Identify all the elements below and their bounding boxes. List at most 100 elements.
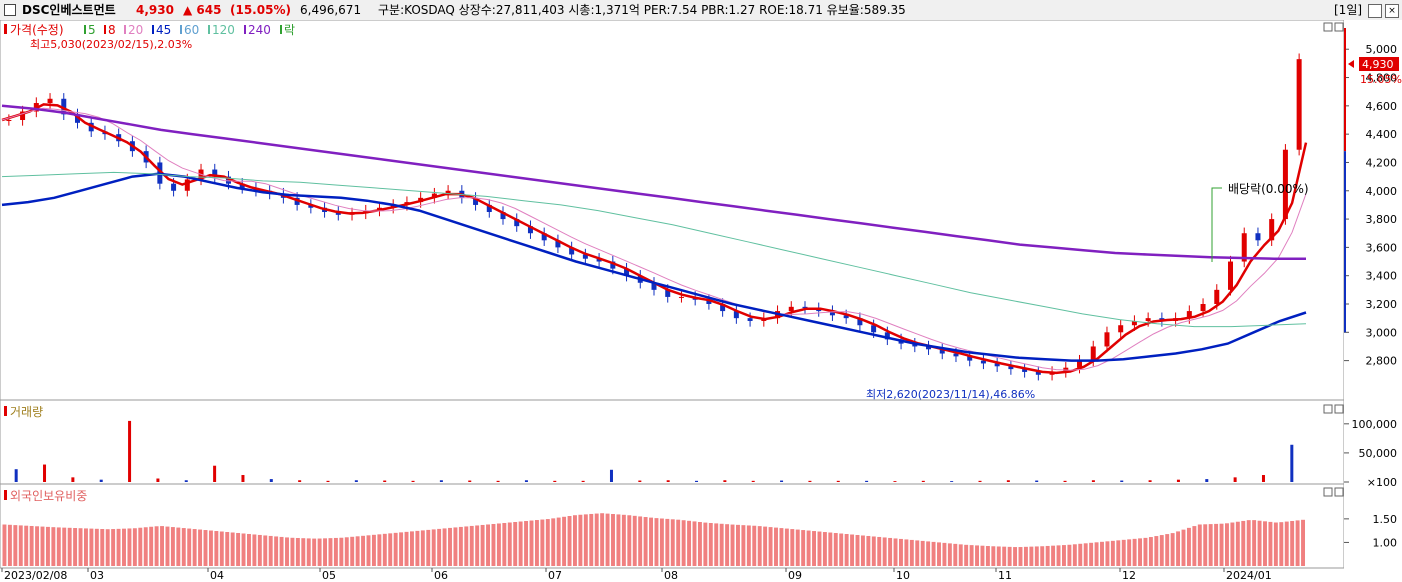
volume-bar bbox=[1176, 479, 1180, 482]
volume-bar bbox=[354, 480, 358, 482]
candle-body bbox=[473, 197, 479, 205]
foreign-minimize-icon[interactable] bbox=[1323, 487, 1333, 497]
foreign-bar bbox=[1165, 534, 1170, 566]
volume-bar bbox=[553, 480, 557, 482]
volume-bar bbox=[921, 480, 925, 482]
foreign-bar bbox=[295, 537, 300, 566]
foreign-bar bbox=[1241, 520, 1246, 566]
volume-bar bbox=[836, 480, 840, 482]
foreign-tick-label: 1.50 bbox=[1373, 513, 1398, 526]
candle-body bbox=[871, 325, 877, 333]
foreign-bar bbox=[67, 527, 72, 566]
foreign-bar bbox=[1279, 522, 1284, 566]
dividend-marker-line bbox=[1211, 187, 1222, 262]
foreign-bar bbox=[333, 537, 338, 566]
foreign-close-icon[interactable] bbox=[1334, 487, 1344, 497]
foreign-bar bbox=[991, 546, 996, 566]
foreign-bar bbox=[1078, 543, 1083, 566]
stock-info: 구분:KOSDAQ 상장수:27,811,403 시총:1,371억 PER:7… bbox=[378, 3, 906, 17]
high-note: 최고5,030(2023/02/15),2.03% bbox=[30, 38, 192, 51]
foreign-bar bbox=[529, 520, 534, 566]
foreign-bar bbox=[947, 543, 952, 566]
volume-close-icon[interactable] bbox=[1334, 404, 1344, 414]
foreign-bar bbox=[1192, 526, 1197, 566]
foreign-bar bbox=[45, 526, 50, 566]
foreign-bar bbox=[1176, 531, 1181, 566]
volume-bar bbox=[581, 480, 585, 482]
volume-bar bbox=[1233, 477, 1237, 482]
legend-ma-marker bbox=[104, 25, 106, 34]
x-tick-label: 08 bbox=[664, 569, 678, 582]
foreign-bar bbox=[659, 518, 664, 566]
y-tick-label: 3,800 bbox=[1366, 213, 1398, 226]
x-tick-label: 06 bbox=[434, 569, 448, 582]
volume-bar bbox=[298, 480, 302, 482]
volume-bar bbox=[241, 475, 245, 482]
foreign-bar bbox=[496, 523, 501, 566]
current-price: 4,930 bbox=[136, 3, 174, 17]
x-tick-label: 03 bbox=[90, 569, 104, 582]
foreign-bar bbox=[926, 541, 931, 566]
foreign-bar bbox=[578, 514, 583, 566]
candle-body bbox=[857, 318, 863, 326]
foreign-bar bbox=[1072, 544, 1077, 566]
candle-body bbox=[239, 183, 245, 188]
foreign-bar bbox=[806, 530, 811, 566]
foreign-bar bbox=[1257, 520, 1262, 566]
candle-body bbox=[225, 176, 231, 184]
volume-bar bbox=[638, 480, 642, 482]
period-selector[interactable]: [1일] bbox=[1334, 3, 1363, 17]
candle-body bbox=[1186, 311, 1192, 319]
volume-bar bbox=[156, 478, 160, 482]
candle-body bbox=[582, 254, 588, 259]
ma240-line bbox=[1, 104, 1306, 260]
foreign-bar bbox=[1110, 540, 1115, 566]
foreign-bar bbox=[285, 537, 289, 566]
ma120-line bbox=[1, 171, 1307, 328]
foreign-bar bbox=[757, 526, 762, 566]
foreign-bar bbox=[241, 533, 246, 566]
window-toggle-icon[interactable] bbox=[1368, 4, 1382, 18]
foreign-bar bbox=[1214, 523, 1219, 566]
legend-ma-label: 5 bbox=[88, 23, 96, 37]
foreign-bar bbox=[534, 520, 539, 566]
candle-body bbox=[1214, 289, 1220, 304]
foreign-bar bbox=[1007, 546, 1012, 566]
candle-body bbox=[1282, 149, 1288, 220]
candle-body bbox=[953, 353, 959, 357]
foreign-bar bbox=[665, 518, 670, 566]
x-tick-label: 04 bbox=[210, 569, 224, 582]
foreign-bar bbox=[208, 530, 213, 566]
candle-body bbox=[1131, 320, 1137, 326]
close-icon[interactable]: × bbox=[1385, 4, 1399, 18]
foreign-bar bbox=[268, 535, 273, 566]
foreign-bar bbox=[567, 516, 572, 566]
candle-body bbox=[802, 306, 808, 309]
panel-minimize-icon[interactable] bbox=[1323, 22, 1333, 32]
panel-close-icon[interactable] bbox=[1334, 22, 1344, 32]
x-tick-label: 11 bbox=[998, 569, 1012, 582]
foreign-bar bbox=[502, 522, 507, 566]
foreign-bar bbox=[89, 528, 94, 566]
volume-bar bbox=[1120, 480, 1124, 482]
volume-bar bbox=[468, 480, 472, 482]
volume-bar bbox=[411, 480, 415, 482]
price-change: ▲ 645 bbox=[183, 3, 222, 17]
foreign-bar bbox=[670, 519, 675, 566]
foreign-bar bbox=[1056, 545, 1061, 566]
volume-bar bbox=[1261, 475, 1265, 482]
foreign-bar bbox=[937, 542, 941, 566]
foreign-bar bbox=[540, 519, 545, 566]
foreign-bar bbox=[605, 513, 610, 566]
foreign-bar bbox=[165, 526, 170, 566]
legend-ma-label: 45 bbox=[156, 23, 171, 37]
foreign-bar bbox=[393, 532, 398, 566]
foreign-bar bbox=[877, 536, 882, 566]
chart-window-icon[interactable] bbox=[4, 4, 16, 16]
legend-ma-marker bbox=[208, 25, 210, 34]
volume-bar bbox=[950, 481, 954, 482]
foreign-bar bbox=[871, 536, 876, 566]
foreign-bar bbox=[708, 522, 713, 566]
foreign-bar bbox=[366, 535, 371, 566]
volume-minimize-icon[interactable] bbox=[1323, 404, 1333, 414]
